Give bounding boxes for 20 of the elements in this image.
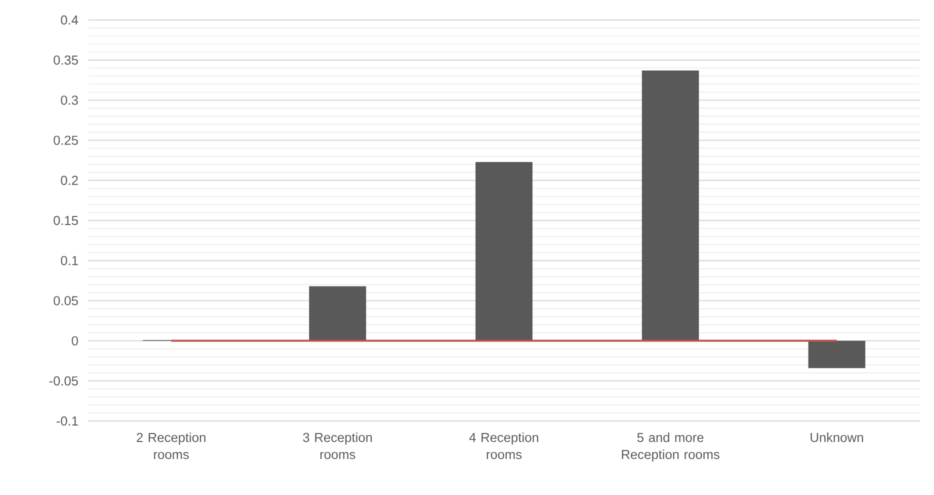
y-tick-label: 0.3 — [60, 96, 78, 105]
bar — [808, 340, 866, 368]
y-tick-label: -0.1 — [56, 416, 78, 426]
x-tick-label: Unknown — [810, 432, 864, 442]
y-tick-label: -0.05 — [49, 376, 78, 386]
y-tick-label: 0.05 — [54, 296, 78, 306]
bar — [642, 70, 699, 341]
y-tick-label: 0 — [72, 336, 78, 346]
y-tick-label: 0.4 — [60, 15, 78, 25]
x-tick-label: 5 and more Reception rooms — [622, 432, 720, 462]
y-tick-label: 0.15 — [54, 216, 78, 226]
y-tick-label: 0.25 — [54, 136, 78, 145]
y-tick-label: 0.35 — [54, 56, 78, 65]
x-tick-label: 3 Reception rooms — [303, 432, 372, 460]
x-tick-label: 2 Reception rooms — [136, 432, 206, 460]
bar — [476, 162, 533, 341]
bar — [309, 286, 366, 341]
y-tick-label: 0.1 — [60, 256, 78, 266]
y-tick-label: 0.2 — [60, 176, 78, 185]
x-tick-label: 4 Reception rooms — [469, 432, 538, 460]
